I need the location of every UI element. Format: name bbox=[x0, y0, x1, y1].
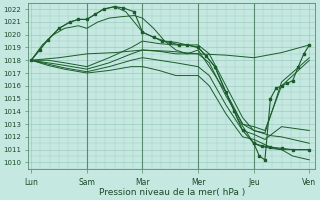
X-axis label: Pression niveau de la mer( hPa ): Pression niveau de la mer( hPa ) bbox=[99, 188, 245, 197]
